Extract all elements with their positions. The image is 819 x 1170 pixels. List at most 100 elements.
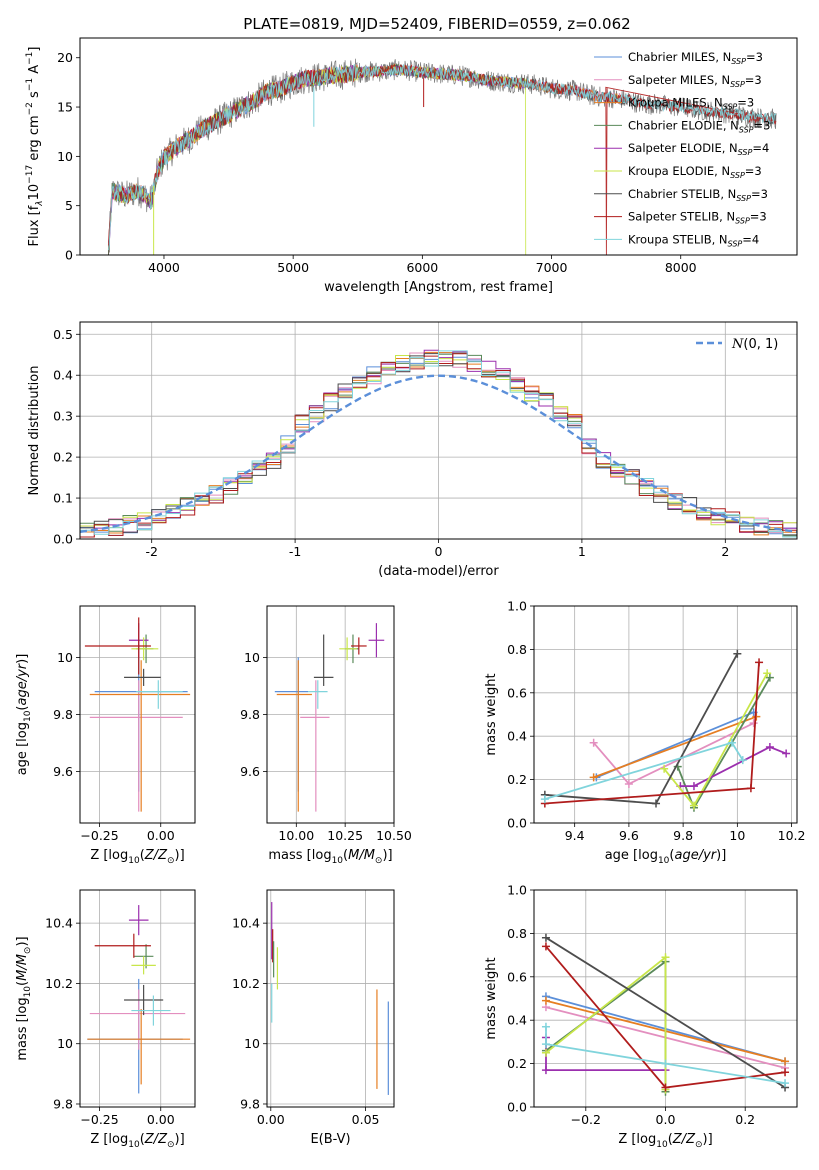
weight-marker: [727, 738, 736, 747]
y-tick-label: 9.8: [240, 1096, 260, 1111]
errorbar-salpeter-miles: [89, 989, 186, 1050]
weight-series-kroupa-stelib: [540, 738, 747, 804]
y-tick-label: 1.0: [507, 599, 527, 614]
weight-marker: [782, 749, 791, 758]
x-tick-label: 0.2: [735, 1112, 755, 1127]
weight-series-salpeter-elodie: [676, 743, 791, 791]
x-tick-label: 10.00: [278, 828, 314, 843]
figure-title: PLATE=0819, MJD=52409, FIBERID=0559, z=0…: [243, 15, 630, 33]
weight-series-salpeter-stelib: [540, 658, 764, 808]
x-tick-label: 7000: [536, 260, 568, 275]
errorbar-salpeter-miles: [300, 680, 330, 812]
panel-spectrum: 4000 5000 6000 7000 8000 0 5 10 15 20 wavelength […: [25, 37, 798, 295]
plot-area: [541, 933, 790, 1096]
gridlines: [80, 606, 195, 823]
legend-label-normal: N(0, 1): [731, 337, 778, 352]
weight-marker: [541, 1048, 550, 1057]
x-axis-label: wavelength [Angstrom, rest frame]: [324, 280, 553, 295]
panel-mass-vs-z: −0.25 0.00 9.8 10 10.2 10.4 Z [log10(Z/Z⊙)] mas…: [15, 889, 196, 1150]
x-tick-label: 4000: [148, 260, 180, 275]
errorbar-kroupa-elodie: [131, 637, 159, 661]
weight-marker: [589, 738, 598, 747]
errorbar-chabrier-stelib: [124, 668, 161, 686]
x-tick-label: -1: [289, 544, 301, 559]
x-tick-label: 10.50: [376, 828, 412, 843]
y-tick-label: 0.2: [507, 1056, 527, 1071]
weight-line: [593, 715, 757, 779]
errorbar-kroupa-stelib: [308, 680, 328, 709]
y-tick-label: 9.8: [53, 1096, 73, 1111]
y-tick-label: 0.1: [53, 491, 73, 506]
y-tick-label: 9.6: [240, 764, 260, 779]
x-tick-label: 8000: [665, 260, 697, 275]
y-tick-label: 10: [244, 650, 260, 665]
weight-marker: [541, 933, 550, 942]
y-tick-label: 0.0: [507, 1100, 527, 1115]
histogram-kroupa-stelib: [80, 350, 797, 539]
weight-marker: [661, 1083, 670, 1092]
legend-label-kroupa-elodie: Kroupa ELODIE, NSSP=3: [628, 164, 762, 180]
y-tick-label: 10: [57, 1036, 73, 1051]
y-tick-label: 9.8: [53, 707, 73, 722]
x-tick-label: 9.8: [673, 828, 693, 843]
y-tick-label: 0.4: [507, 1013, 527, 1028]
y-tick-label: 15: [57, 100, 73, 115]
errorbar-kroupa-stelib: [131, 995, 171, 1026]
weight-marker: [765, 673, 774, 682]
plot-area: [540, 649, 791, 812]
x-tick-label: 10.25: [327, 828, 363, 843]
x-tick-label: 2: [721, 544, 729, 559]
legend: Chabrier MILES, NSSP=3 Salpeter MILES, NS…: [594, 50, 770, 248]
y-axis-label: Normed distribution: [27, 366, 42, 496]
y-tick-label: 10.4: [45, 916, 73, 931]
normal-curve: [80, 374, 797, 533]
weight-line: [680, 746, 787, 787]
plot-area: [80, 349, 797, 539]
y-axis-label: age [log10(age/yr)]: [15, 654, 33, 776]
y-tick-label: 0.4: [507, 729, 527, 744]
y-tick-label: 0.4: [53, 368, 73, 383]
legend-label-kroupa-miles: Kroupa MILES, NSSP=3: [628, 96, 754, 112]
legend-label-chabrier-miles: Chabrier MILES, NSSP=3: [628, 50, 763, 66]
errorbar-chabrier-miles: [87, 978, 183, 1094]
x-axis-label: mass [log10(M/M⊙)]: [268, 848, 392, 866]
weight-series-chabrier-stelib: [541, 933, 790, 1092]
y-tick-label: 0.8: [507, 926, 527, 941]
errorbar-salpeter-miles: [89, 680, 183, 812]
x-tick-label: -2: [145, 544, 157, 559]
data-spectrum-line: [108, 58, 777, 253]
x-axis-label: Z [log10(Z/Z⊙)]: [90, 848, 184, 866]
y-tick-label: 10: [57, 650, 73, 665]
weight-marker: [763, 669, 772, 678]
errorbar-kroupa-elodie: [339, 637, 357, 661]
errorbar-salpeter-elodie: [368, 623, 385, 658]
axes-frame: [266, 889, 395, 1108]
axes-frame: [79, 37, 798, 256]
weight-marker: [541, 1022, 550, 1031]
panel-residuals: -2 -1 0 1 2 0.0 0.1 0.2 0.3 0.4 0.5 (data-model)/er…: [27, 321, 798, 579]
x-tick-label: 0.0: [656, 1112, 676, 1127]
y-axis-label: mass weight: [484, 957, 499, 1039]
x-tick-label: −0.25: [80, 1112, 118, 1127]
x-tick-label: −0.25: [80, 828, 118, 843]
x-tick-label: 0.00: [147, 1112, 175, 1127]
y-tick-label: 0.3: [53, 409, 73, 424]
y-axis-label: mass weight: [484, 673, 499, 755]
x-axis-label: (data-model)/error: [378, 564, 499, 579]
errorbar-kroupa-stelib: [136, 680, 183, 709]
legend-label-salpeter-elodie: Salpeter ELODIE, NSSP=4: [628, 141, 769, 157]
errorbar-kroupa-miles: [89, 660, 191, 812]
panel-age-vs-z: −0.25 0.00 9.6 9.8 10 Z [log10(Z/Z⊙)] age [log…: [15, 605, 196, 866]
y-tick-label: 20: [57, 50, 73, 65]
axes-frame: [533, 605, 798, 824]
weight-marker: [540, 795, 549, 804]
y-tick-label: 0.2: [53, 450, 73, 465]
weight-marker: [738, 756, 747, 765]
model-line-chabrier-elodie: [108, 62, 526, 255]
gridlines: [80, 890, 195, 1107]
weight-series-salpeter-miles: [589, 719, 758, 788]
errorbar-chabrier-stelib: [313, 634, 334, 686]
weight-marker: [541, 942, 550, 951]
x-tick-label: 10.2: [778, 828, 806, 843]
